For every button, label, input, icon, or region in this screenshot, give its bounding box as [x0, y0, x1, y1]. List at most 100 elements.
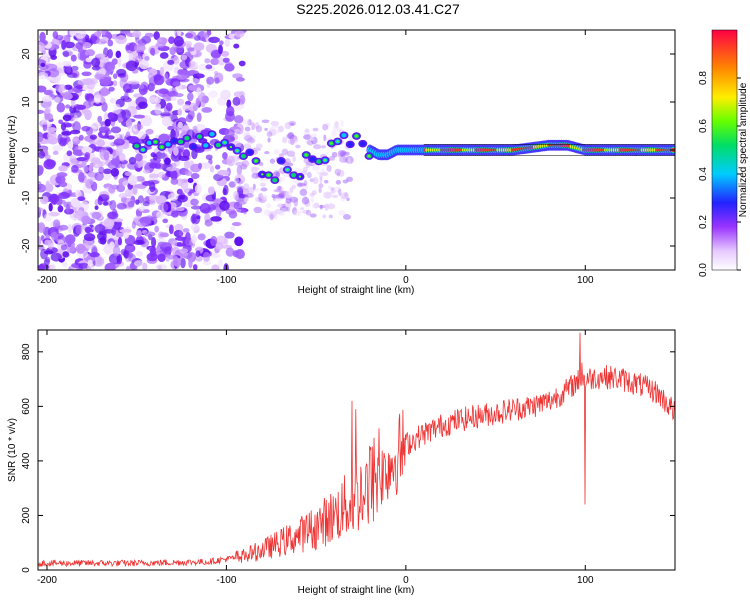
spectrogram-blob	[264, 150, 270, 155]
spectrogram-blob	[231, 155, 240, 162]
spectrogram-blob	[327, 185, 332, 190]
spectrogram-blob	[190, 198, 199, 206]
spectrogram-blob	[322, 214, 327, 219]
spectrogram-blob	[274, 215, 278, 220]
spectrogram-blob	[197, 162, 203, 170]
spectrogram-blob	[55, 34, 64, 41]
spectrogram-blob	[127, 100, 138, 108]
spectrogram-blob	[272, 178, 278, 183]
spectrogram-blob	[95, 53, 106, 58]
spectrogram-blob	[98, 194, 110, 202]
x-tick-label: 0	[403, 275, 409, 286]
spectrogram-blob	[104, 118, 111, 127]
spectrogram-blob	[205, 154, 213, 160]
spectrogram-blob	[340, 192, 349, 200]
spectrogram-blob	[237, 179, 244, 185]
spectrogram-blob	[271, 194, 276, 199]
spectrogram-blob	[253, 206, 263, 214]
spectrogram-blob	[49, 263, 56, 270]
colorbar-tick-label: 0.0	[698, 263, 709, 277]
spectrogram-blob	[337, 169, 342, 174]
spectrogram-blob	[178, 139, 184, 145]
spectrogram-blob	[75, 85, 83, 90]
spectrogram-blob	[244, 126, 251, 132]
spectrogram-blob	[175, 207, 185, 212]
spectrogram-blob	[239, 95, 246, 105]
spectrogram-blob	[81, 146, 93, 154]
spectrogram-blob	[75, 225, 82, 235]
spectrogram-blob	[125, 118, 133, 129]
spectrogram-blob	[96, 232, 107, 241]
spectrogram-blob	[355, 134, 358, 138]
spectrogram-blob	[299, 188, 308, 197]
spectrogram-blob	[336, 140, 339, 143]
spectrogram-blob	[128, 80, 140, 85]
spectrogram-blob	[107, 112, 115, 119]
spectrogram-blob	[193, 42, 205, 51]
spectrogram-blob	[330, 142, 333, 145]
spectrogram-blob	[165, 253, 170, 262]
spectrogram-blob	[360, 141, 366, 146]
spectrogram-blob	[347, 157, 351, 165]
spectrogram-blob	[107, 39, 114, 47]
spectrogram-blob	[171, 138, 177, 144]
spectrogram-blob	[190, 223, 199, 231]
spectrogram-blob	[116, 220, 123, 227]
spectrogram-blob	[207, 204, 217, 211]
spectrogram-blob	[65, 122, 72, 128]
spectrogram-blob	[282, 136, 288, 144]
spectrogram-blob	[277, 125, 284, 133]
spectrogram-blob	[76, 157, 87, 162]
spectrogram-blob	[277, 203, 285, 208]
spectrogram-blob	[222, 152, 228, 160]
spectrogram-blob	[89, 251, 100, 258]
spectrogram-blob	[203, 143, 209, 148]
spectrogram-blob	[116, 202, 127, 210]
spectrogram-blob	[259, 177, 265, 181]
spectrogram-blob	[123, 232, 130, 239]
spectrogram-blob	[298, 175, 302, 178]
spectrogram-blob	[128, 53, 134, 60]
spectrogram-blob	[144, 56, 150, 61]
spectrogram-blob	[103, 151, 110, 161]
spectrogram-blob	[210, 253, 221, 259]
spectrogram-blob	[323, 159, 327, 162]
spectrogram-blob	[165, 102, 173, 111]
spectrogram-blob	[77, 51, 84, 61]
spectrogram-blob	[142, 201, 150, 207]
spectrogram-blob	[170, 170, 178, 181]
spectrogram-blob	[152, 154, 158, 161]
spectrogram-blob	[223, 141, 226, 144]
spectrogram-blob	[214, 77, 220, 84]
spectrogram-blob	[38, 222, 46, 233]
spectrogram-blob	[94, 205, 99, 210]
spectrogram-blob	[70, 54, 77, 62]
spectrogram-blob	[235, 208, 242, 213]
spectrogram-blob	[86, 263, 95, 270]
spectrogram-blob	[94, 73, 106, 80]
spectrogram-blob	[254, 188, 261, 192]
x-tick-label: -200	[37, 275, 57, 286]
spectrogram-blob	[91, 122, 102, 129]
spectrogram-blob	[316, 171, 321, 175]
spectrogram-blob	[163, 73, 169, 83]
spectrogram-blob	[336, 172, 341, 177]
spectrogram-blob	[110, 126, 122, 134]
spectrogram-blob	[305, 160, 311, 169]
y-tick-label: -10	[21, 190, 32, 205]
spectrogram-blob	[119, 228, 132, 234]
spectrogram-blob	[48, 193, 60, 204]
spectrogram-blob	[242, 188, 249, 196]
spectrogram-blob	[239, 201, 246, 205]
spectrogram-blob	[328, 214, 333, 219]
spectrogram-blob	[125, 88, 134, 94]
spectrogram-blob	[213, 173, 224, 182]
spectrogram-blob	[339, 156, 347, 163]
spectrogram-blob	[83, 166, 89, 173]
spectrogram-blob	[209, 165, 215, 173]
spectrogram-blob	[136, 229, 142, 237]
spectrogram-blob	[172, 81, 181, 87]
spectrogram-blob	[289, 187, 294, 194]
y-tick-label: 0	[21, 147, 32, 153]
spectrogram-blob	[61, 261, 68, 268]
